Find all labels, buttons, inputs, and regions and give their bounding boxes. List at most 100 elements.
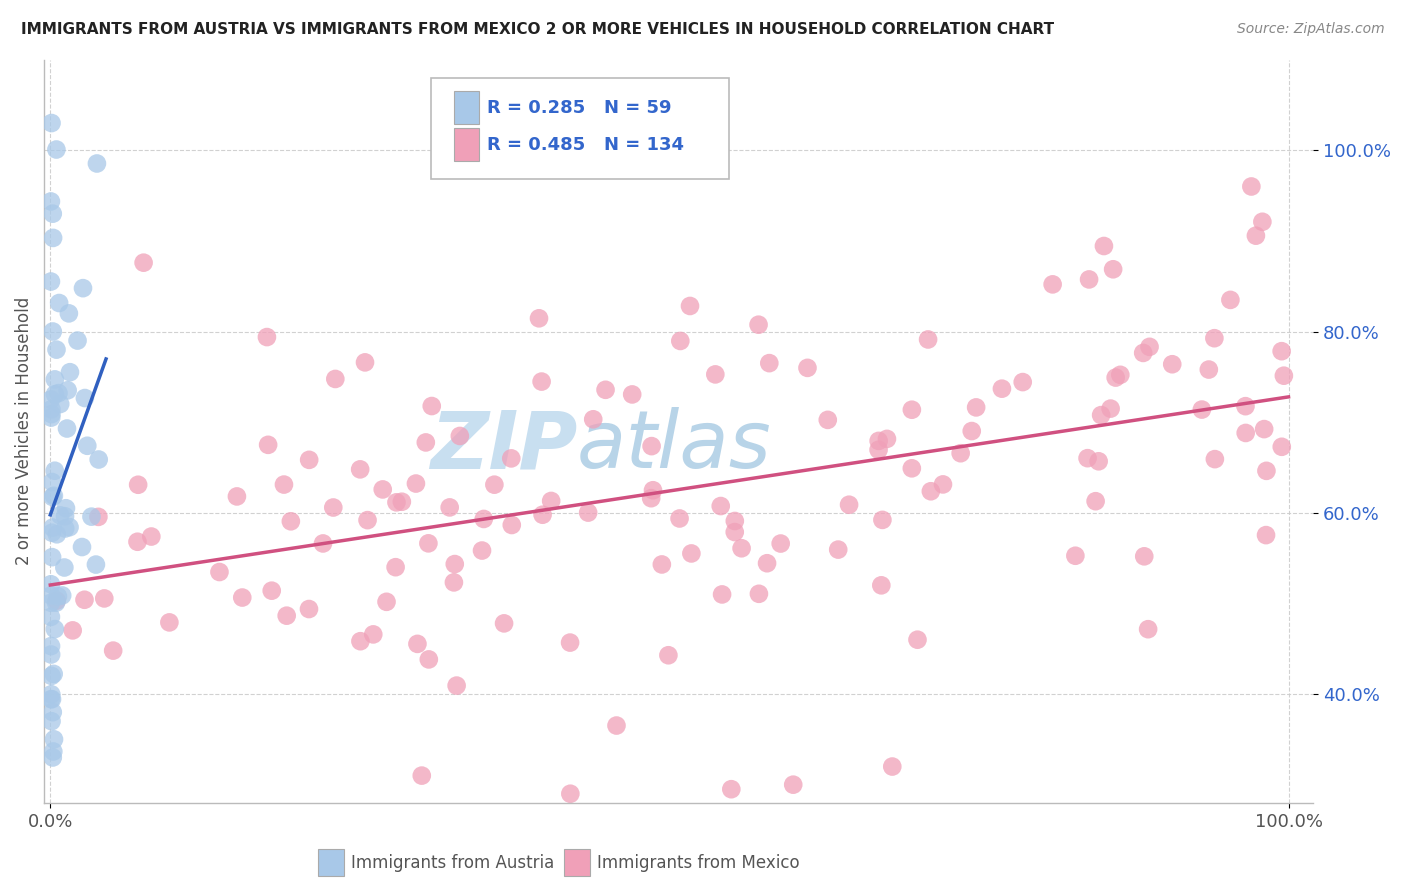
Point — [657, 648, 679, 663]
Point — [73, 391, 96, 405]
Point — [1011, 375, 1033, 389]
Point — [51, 589, 73, 603]
Point — [349, 634, 371, 648]
Point — [42, 750, 65, 764]
Point — [80, 509, 103, 524]
Point — [1099, 401, 1122, 416]
Text: Immigrants from Mexico: Immigrants from Mexico — [596, 854, 799, 871]
Point — [62, 624, 84, 638]
Point — [41, 490, 63, 504]
Point — [1191, 402, 1213, 417]
Point — [704, 368, 727, 382]
Point — [76, 439, 98, 453]
Bar — [454, 128, 479, 161]
Text: IMMIGRANTS FROM AUSTRIA VS IMMIGRANTS FROM MEXICO 2 OR MORE VEHICLES IN HOUSEHOL: IMMIGRANTS FROM AUSTRIA VS IMMIGRANTS FR… — [21, 22, 1054, 37]
Point — [920, 484, 942, 499]
Point — [53, 521, 76, 535]
Point — [1109, 368, 1132, 382]
Point — [49, 397, 72, 411]
Point — [72, 281, 94, 295]
Point — [1064, 549, 1087, 563]
Point — [1133, 549, 1156, 564]
Point — [39, 577, 62, 591]
Point — [375, 595, 398, 609]
Point — [418, 652, 440, 666]
Point — [756, 556, 779, 570]
Point — [48, 296, 70, 310]
Point — [1254, 528, 1277, 542]
Point — [494, 616, 516, 631]
Point — [298, 453, 321, 467]
Point — [530, 375, 553, 389]
Point — [681, 546, 703, 560]
Point — [86, 156, 108, 170]
Point — [406, 637, 429, 651]
Point — [41, 669, 63, 683]
Point — [640, 491, 662, 506]
Point — [44, 372, 66, 386]
Point — [273, 477, 295, 491]
Point — [1161, 357, 1184, 371]
Point — [354, 355, 377, 369]
Point — [48, 386, 70, 401]
Point — [827, 542, 849, 557]
Bar — [454, 91, 479, 124]
Point — [41, 116, 63, 130]
Point — [39, 596, 62, 610]
Point — [49, 508, 72, 523]
Point — [41, 525, 63, 540]
Point — [1132, 346, 1154, 360]
Point — [1198, 362, 1220, 376]
Point — [1251, 215, 1274, 229]
Point — [42, 489, 65, 503]
Point — [42, 231, 65, 245]
Point — [651, 558, 673, 572]
Point — [405, 476, 427, 491]
Point — [1105, 370, 1128, 384]
Point — [39, 610, 62, 624]
Point — [42, 732, 65, 747]
Point — [449, 429, 471, 443]
Point — [418, 536, 440, 550]
Point — [605, 718, 627, 732]
Point — [901, 461, 924, 475]
Point — [53, 560, 76, 574]
Point — [415, 435, 437, 450]
Point — [901, 402, 924, 417]
Point — [356, 513, 378, 527]
Point — [1137, 622, 1160, 636]
Point — [1271, 440, 1294, 454]
Point — [769, 536, 792, 550]
Point — [73, 592, 96, 607]
Text: R = 0.285   N = 59: R = 0.285 N = 59 — [486, 99, 672, 117]
Point — [501, 451, 523, 466]
Point — [907, 632, 929, 647]
Point — [42, 666, 65, 681]
Point — [1271, 344, 1294, 359]
Point — [127, 534, 149, 549]
Point — [208, 565, 231, 579]
Point — [1084, 494, 1107, 508]
Point — [872, 513, 894, 527]
Point — [66, 334, 89, 348]
Point — [582, 412, 605, 426]
Point — [42, 744, 65, 758]
Point — [257, 438, 280, 452]
Text: Immigrants from Austria: Immigrants from Austria — [350, 854, 554, 871]
Point — [838, 498, 860, 512]
Point — [720, 782, 742, 797]
Point — [260, 583, 283, 598]
Point — [1139, 340, 1161, 354]
Point — [58, 306, 80, 320]
Point — [41, 520, 63, 534]
Point — [385, 495, 408, 509]
Point — [641, 483, 664, 498]
Point — [39, 639, 62, 653]
Point — [439, 500, 461, 515]
Point — [39, 692, 62, 706]
Text: atlas: atlas — [576, 407, 772, 485]
Point — [595, 383, 617, 397]
Point — [730, 541, 752, 556]
Point — [560, 787, 582, 801]
Point — [443, 575, 465, 590]
